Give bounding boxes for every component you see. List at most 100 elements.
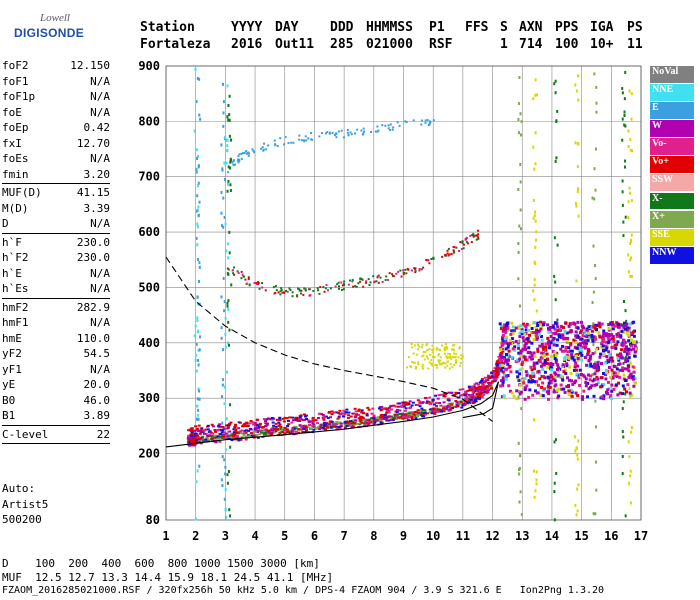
echo-point bbox=[536, 93, 539, 97]
echo-point bbox=[594, 147, 597, 151]
echo-point bbox=[505, 341, 509, 345]
echo-point bbox=[487, 377, 491, 380]
echo-point bbox=[280, 287, 283, 290]
echo-point bbox=[383, 407, 387, 410]
echo-point bbox=[278, 431, 282, 434]
echo-point bbox=[262, 148, 265, 151]
y-tick-label: 900 bbox=[138, 59, 160, 73]
echo-point bbox=[533, 167, 536, 171]
echo-point bbox=[444, 347, 447, 350]
echo-point bbox=[267, 429, 271, 432]
echo-point bbox=[528, 333, 532, 337]
echo-point bbox=[443, 349, 446, 352]
echo-point bbox=[620, 329, 624, 333]
echo-point bbox=[504, 377, 508, 381]
echo-point bbox=[546, 375, 550, 379]
echo-point bbox=[450, 252, 453, 255]
echo-point bbox=[532, 361, 536, 365]
param-value: 3.89 bbox=[83, 409, 111, 422]
echo-point bbox=[421, 365, 424, 368]
echo-point bbox=[567, 356, 571, 360]
echo-point bbox=[328, 420, 332, 423]
echo-point bbox=[565, 339, 569, 343]
echo-point bbox=[198, 265, 201, 269]
x-tick-label: 6 bbox=[311, 529, 318, 543]
echo-point bbox=[446, 364, 449, 367]
echo-point bbox=[616, 334, 620, 338]
echo-point bbox=[582, 389, 586, 393]
echo-point bbox=[628, 89, 631, 93]
echo-point bbox=[500, 324, 504, 328]
echo-point bbox=[424, 397, 428, 400]
electron-density-profile bbox=[165, 381, 500, 448]
echo-point bbox=[622, 400, 625, 404]
echo-point bbox=[503, 326, 507, 330]
echo-point bbox=[616, 340, 620, 344]
echo-point bbox=[541, 381, 545, 385]
echo-point bbox=[504, 324, 508, 328]
echo-point bbox=[286, 290, 289, 293]
echo-point bbox=[532, 97, 535, 101]
echo-point bbox=[611, 345, 615, 349]
echo-point bbox=[360, 421, 364, 424]
echo-point bbox=[321, 427, 325, 430]
echo-point bbox=[503, 373, 507, 377]
echo-point bbox=[576, 509, 579, 513]
echo-point bbox=[449, 353, 452, 356]
echo-point bbox=[213, 428, 217, 431]
echo-point bbox=[537, 330, 541, 334]
echo-point bbox=[454, 399, 458, 402]
echo-point bbox=[495, 376, 499, 379]
echo-point bbox=[570, 321, 574, 325]
echo-point bbox=[218, 440, 222, 443]
echo-point bbox=[190, 429, 194, 432]
echo-point bbox=[228, 328, 231, 332]
echo-point bbox=[531, 330, 535, 334]
echo-point bbox=[189, 427, 193, 430]
echo-point bbox=[361, 133, 364, 136]
echo-point bbox=[197, 440, 201, 443]
echo-point bbox=[572, 358, 576, 362]
echo-point bbox=[291, 291, 294, 294]
legend-x-: X- bbox=[650, 192, 694, 210]
echo-point bbox=[501, 329, 505, 333]
echo-point bbox=[487, 375, 491, 378]
echo-point bbox=[194, 517, 197, 521]
echo-point bbox=[594, 277, 597, 281]
echo-point bbox=[231, 269, 234, 272]
echo-point bbox=[297, 428, 301, 431]
echo-point bbox=[563, 329, 567, 333]
echo-point bbox=[334, 134, 337, 137]
echo-point bbox=[523, 345, 527, 349]
echo-point bbox=[544, 348, 548, 352]
echo-point bbox=[476, 395, 480, 398]
echo-point bbox=[580, 337, 584, 341]
echo-point bbox=[233, 423, 237, 426]
param-divider bbox=[2, 424, 110, 426]
echo-point bbox=[532, 216, 535, 220]
x-tick-label: 11 bbox=[456, 529, 470, 543]
echo-point bbox=[549, 334, 553, 338]
y-tick-label: 800 bbox=[138, 114, 160, 128]
echo-point bbox=[464, 397, 468, 400]
echo-point bbox=[533, 333, 536, 337]
echo-point bbox=[618, 362, 622, 366]
echo-point bbox=[220, 211, 223, 215]
echo-point bbox=[197, 408, 200, 412]
echo-point bbox=[432, 256, 435, 259]
echo-point bbox=[454, 405, 458, 408]
echo-point bbox=[505, 360, 509, 364]
echo-point bbox=[214, 430, 218, 433]
echo-point bbox=[392, 275, 395, 278]
echo-point bbox=[197, 181, 200, 185]
echo-point bbox=[285, 290, 288, 293]
echo-point bbox=[518, 467, 521, 471]
echo-point bbox=[534, 219, 537, 223]
echo-point bbox=[454, 391, 458, 394]
echo-point bbox=[437, 408, 441, 411]
echo-point bbox=[413, 361, 416, 364]
echo-point bbox=[194, 358, 197, 362]
echo-point bbox=[518, 472, 521, 476]
echo-point bbox=[226, 473, 229, 477]
x-tick-label: 17 bbox=[634, 529, 648, 543]
